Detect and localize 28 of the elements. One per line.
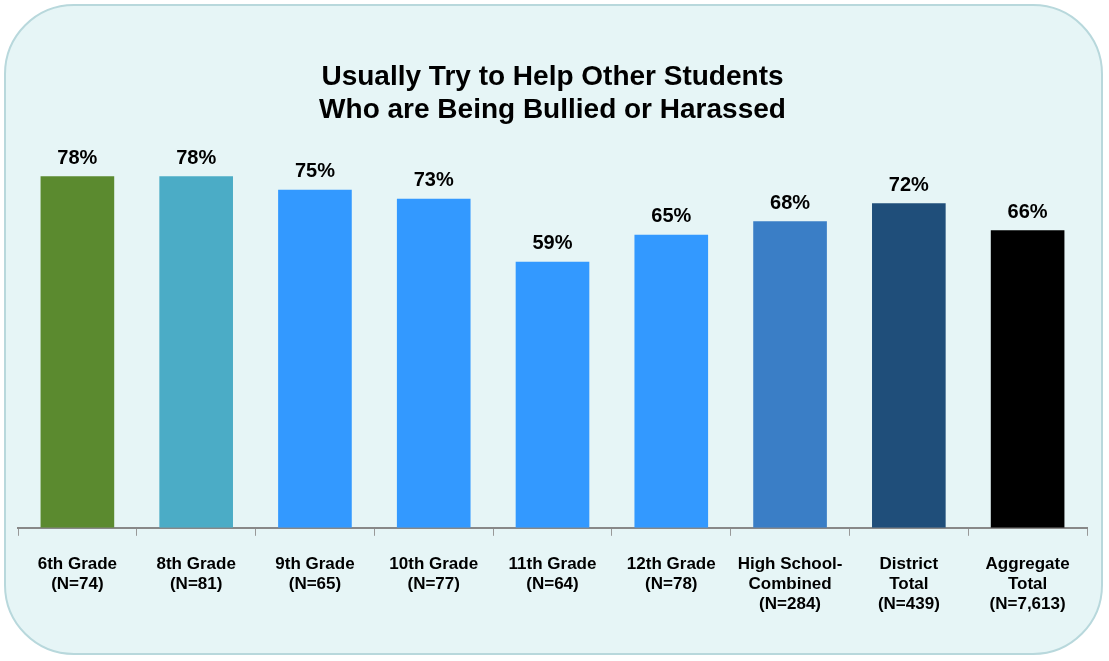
data-label: 68% <box>770 190 811 213</box>
x-tick-label: 9th Grade (N=65) <box>275 553 355 594</box>
bar <box>515 261 590 528</box>
x-tick-label: 11th Grade (N=64) <box>508 553 597 594</box>
x-tick-label: 10th Grade (N=77) <box>389 553 479 594</box>
bar <box>396 198 471 528</box>
bar <box>990 230 1065 528</box>
bar <box>753 221 827 528</box>
x-tick-label: District Total (N=439) <box>877 553 940 614</box>
bar <box>634 234 709 528</box>
data-label: 78% <box>176 145 217 168</box>
x-tick-label: 12th Grade (N=78) <box>626 553 716 594</box>
chart-title: Usually Try to Help Other Students Who are Being Bullied or Harassed <box>319 59 786 125</box>
bar <box>40 176 115 528</box>
x-tick-label: Aggregate Total (N=7,613) <box>985 553 1070 614</box>
x-tick-label: 6th Grade (N=74) <box>37 553 118 594</box>
data-label: 73% <box>413 168 454 191</box>
data-label: 65% <box>651 204 692 227</box>
bar <box>278 189 352 528</box>
data-label: 75% <box>294 159 336 182</box>
data-label: 78% <box>57 145 98 168</box>
x-tick-label: 8th Grade (N=81) <box>156 553 236 594</box>
x-tick-label: High School- Combined (N=284) <box>737 553 843 614</box>
data-label: 66% <box>1007 199 1048 222</box>
data-label: 59% <box>532 231 573 254</box>
bar <box>159 176 233 528</box>
data-label: 72% <box>888 172 930 195</box>
bar <box>872 203 946 528</box>
